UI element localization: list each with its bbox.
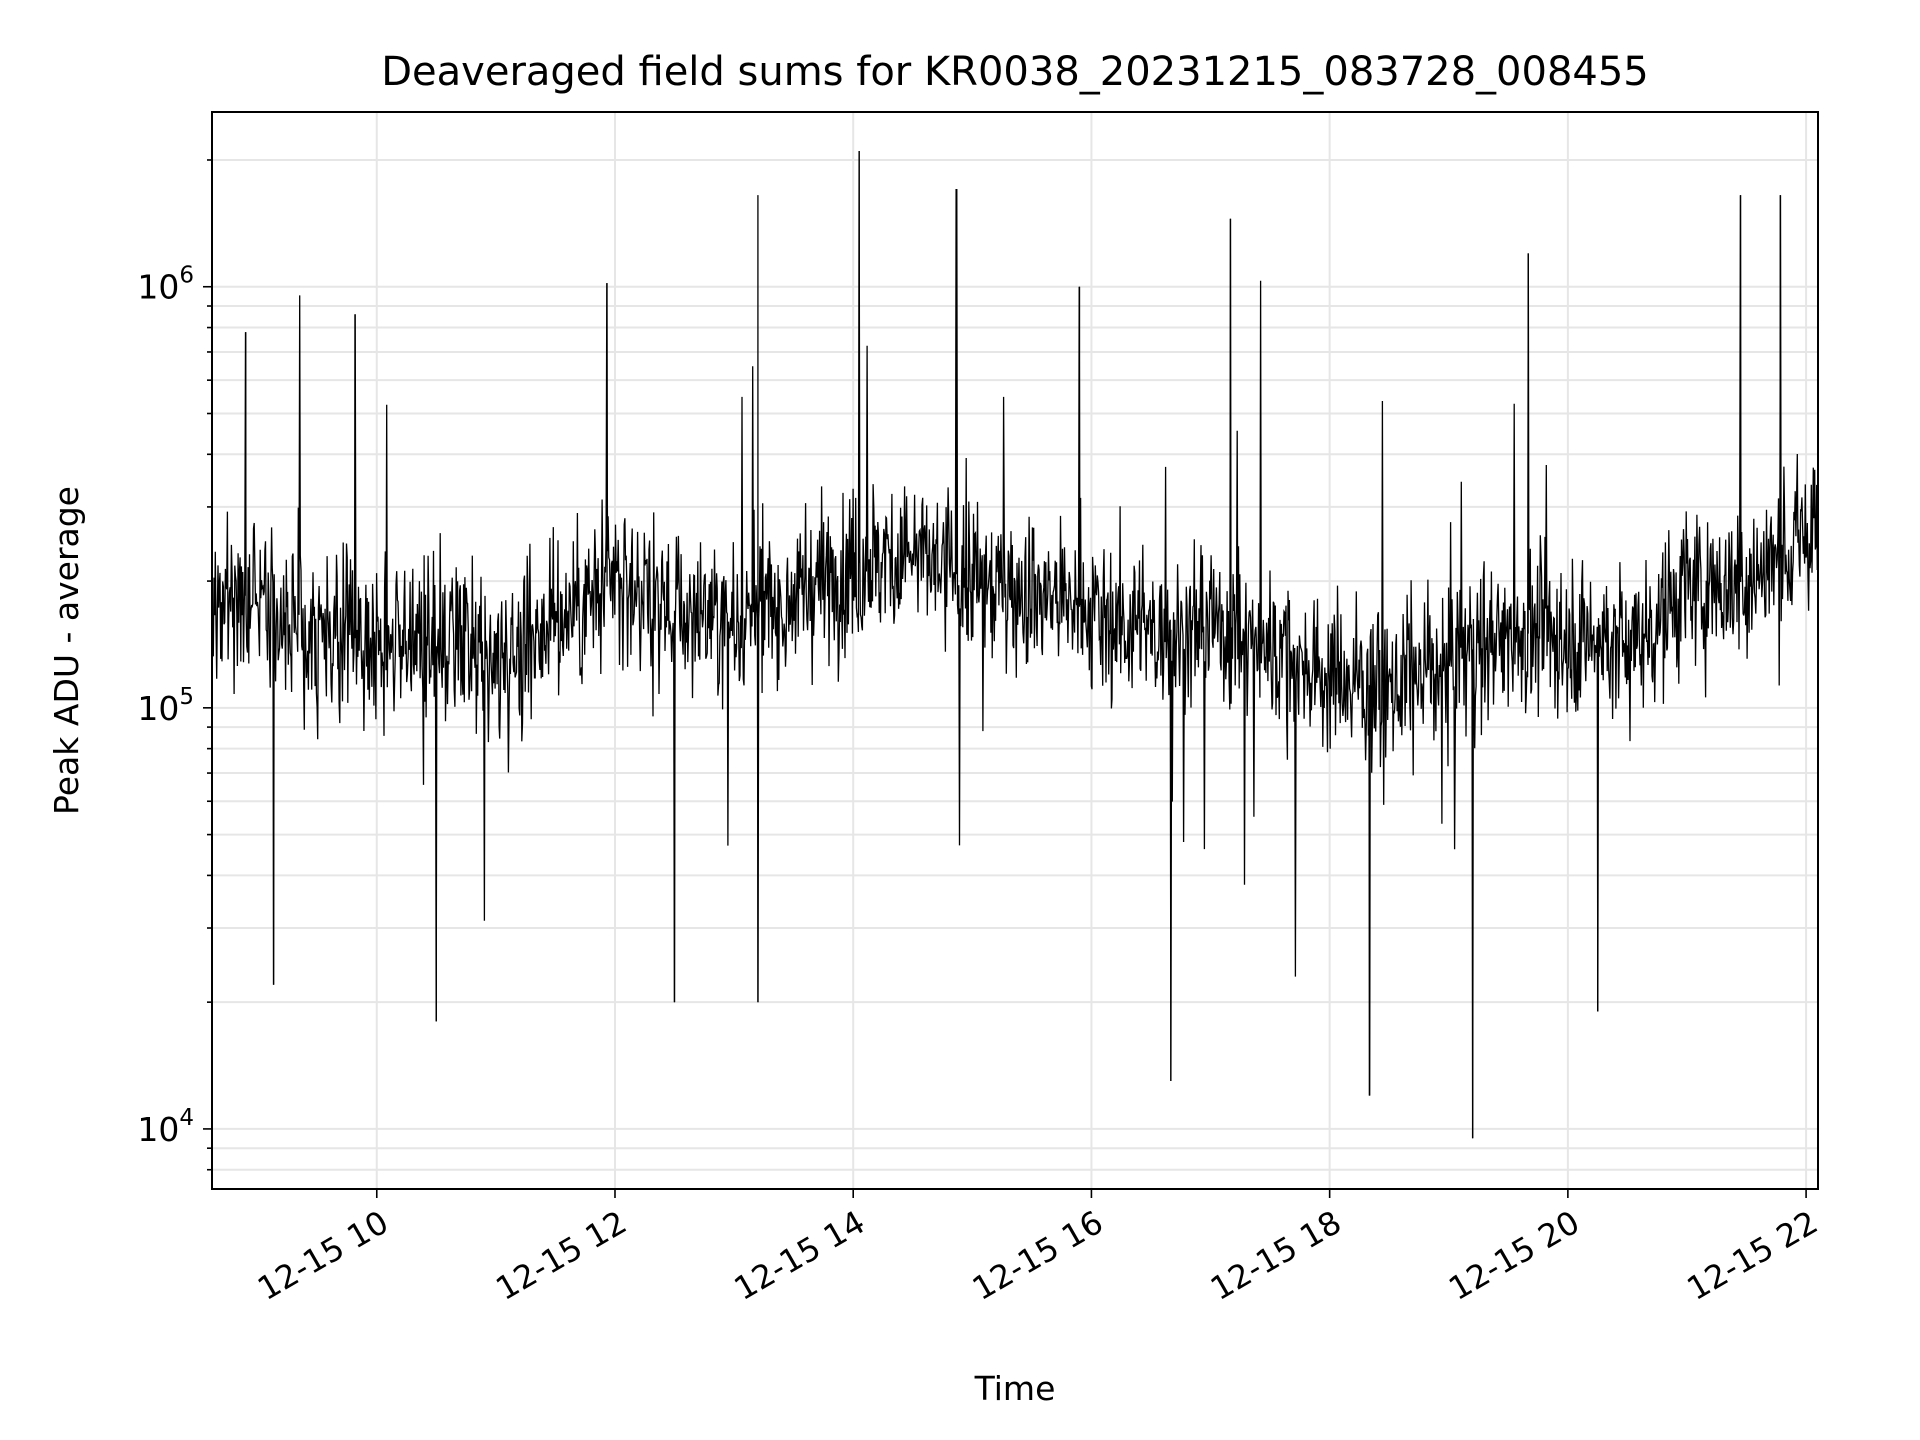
x-tick-label: 12-15 12 xyxy=(489,1203,633,1308)
y-tick-label: 106 xyxy=(137,263,194,307)
grid xyxy=(212,112,1818,1189)
axis-ticks: 12-15 10 12-15 12 12-15 14 12-15 16 12-15 18… xyxy=(137,159,1824,1308)
y-tick-base: 10 xyxy=(137,689,179,728)
x-tick-label: 12-15 18 xyxy=(1204,1203,1348,1308)
series-line xyxy=(211,151,1819,1139)
x-tick-label: 12-15 22 xyxy=(1680,1203,1824,1308)
y-tick-exponent: 6 xyxy=(179,263,194,289)
x-tick-label: 12-15 10 xyxy=(251,1203,395,1308)
y-tick-base: 10 xyxy=(137,1110,179,1149)
x-tick-label: 12-15 20 xyxy=(1442,1203,1586,1308)
x-axis-label: Time xyxy=(974,1369,1056,1408)
y-tick-label: 104 xyxy=(137,1105,194,1149)
chart-title: Deaveraged field sums for KR0038_2023121… xyxy=(381,49,1649,95)
x-tick-label: 12-15 16 xyxy=(966,1203,1110,1308)
y-tick-label: 105 xyxy=(137,684,194,728)
y-axis-label: Peak ADU - average xyxy=(47,486,86,815)
y-tick-base: 10 xyxy=(137,268,179,307)
y-tick-exponent: 5 xyxy=(179,684,194,710)
x-tick-label: 12-15 14 xyxy=(728,1203,872,1308)
series-path xyxy=(211,151,1819,1139)
y-tick-exponent: 4 xyxy=(179,1105,194,1131)
plot-frame xyxy=(211,111,1819,1190)
